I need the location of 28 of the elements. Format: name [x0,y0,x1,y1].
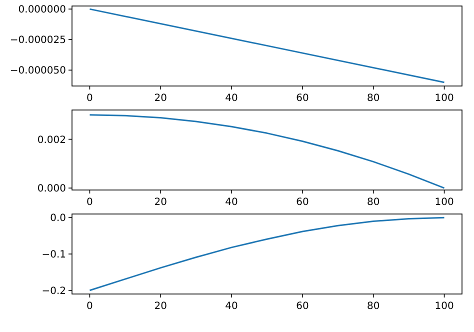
x-tick-label: 0 [86,93,93,104]
x-tick-label: 60 [296,301,309,312]
x-tick-label: 20 [154,197,168,208]
y-tick-label: 0.000000 [18,4,66,16]
x-tick-label: 40 [225,93,238,104]
x-tick-label: 20 [154,93,168,104]
x-tick-label: 40 [225,301,238,312]
line-series [88,216,446,292]
x-tick-label: 60 [296,93,309,104]
x-tick-label: 100 [434,197,454,208]
y-tick-label: −0.000025 [10,35,66,46]
x-tick-label: 0 [86,197,93,208]
x-tick-label: 0 [86,301,93,312]
x-tick-label: 80 [366,93,380,104]
x-tick-label: 80 [366,197,380,208]
x-tick-label: 100 [434,301,454,312]
x-tick-label: 60 [296,197,309,208]
x-tick-label: 40 [225,197,238,208]
line-series [88,114,446,189]
x-tick-label: 80 [366,301,380,312]
x-tick-label: 20 [154,301,168,312]
y-tick-label: 0.002 [37,134,66,146]
y-tick-label: −0.1 [42,250,66,260]
y-tick-label: −0.2 [42,286,66,297]
x-tick-label: 100 [434,93,454,104]
y-tick-label: 0.000 [37,184,66,195]
y-tick-label: −0.000050 [10,66,66,77]
y-tick-label: 0.0 [50,213,66,224]
